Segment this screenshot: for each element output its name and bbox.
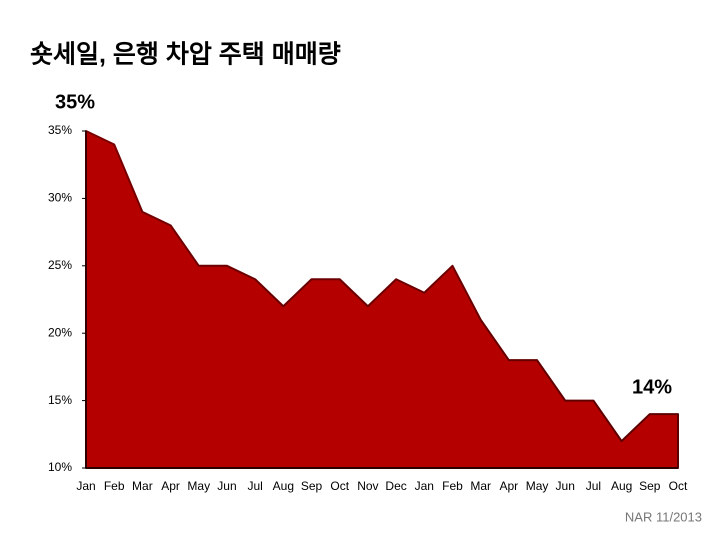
x-tick-label: May [187, 479, 210, 493]
area [85, 130, 679, 469]
y-tick-label: 35% [48, 123, 72, 137]
x-tick-label: Apr [161, 479, 180, 493]
chart-title: 숏세일, 은행 차압 주택 매매량 [30, 41, 341, 69]
x-tick-label: Apr [500, 479, 519, 493]
x-tick-label: Jan [76, 479, 95, 493]
y-tick-label: 25% [48, 258, 72, 272]
x-tick-label: Dec [385, 479, 406, 493]
y-tick-label: 10% [48, 460, 72, 474]
x-tick-label: Oct [330, 479, 349, 493]
x-tick-label: Jul [586, 479, 601, 493]
x-tick-label: Nov [357, 479, 378, 493]
x-tick-label: Mar [132, 479, 153, 493]
x-tick-label: Jan [415, 479, 434, 493]
x-tick-label: Jun [217, 479, 236, 493]
x-tick-label: Mar [470, 479, 491, 493]
x-tick-label: Jul [247, 479, 262, 493]
source: NAR 11/2013 [625, 509, 702, 524]
x-tick-label: Aug [611, 479, 632, 493]
x-tick-label: Aug [273, 479, 294, 493]
x-tick-label: Oct [669, 479, 688, 493]
y-tick-label: 15% [48, 393, 72, 407]
x-tick-label: Feb [104, 479, 125, 493]
y-tick-label: 20% [48, 325, 72, 339]
x-tick-label: Feb [442, 479, 463, 493]
x-tick-label: Sep [639, 479, 661, 493]
value-label: 35% [55, 91, 95, 113]
x-tick-label: Sep [301, 479, 323, 493]
y-tick-label: 30% [48, 191, 72, 205]
x-tick-label: Jun [556, 479, 575, 493]
value-label: 14% [632, 376, 672, 398]
x-tick-label: May [526, 479, 549, 493]
